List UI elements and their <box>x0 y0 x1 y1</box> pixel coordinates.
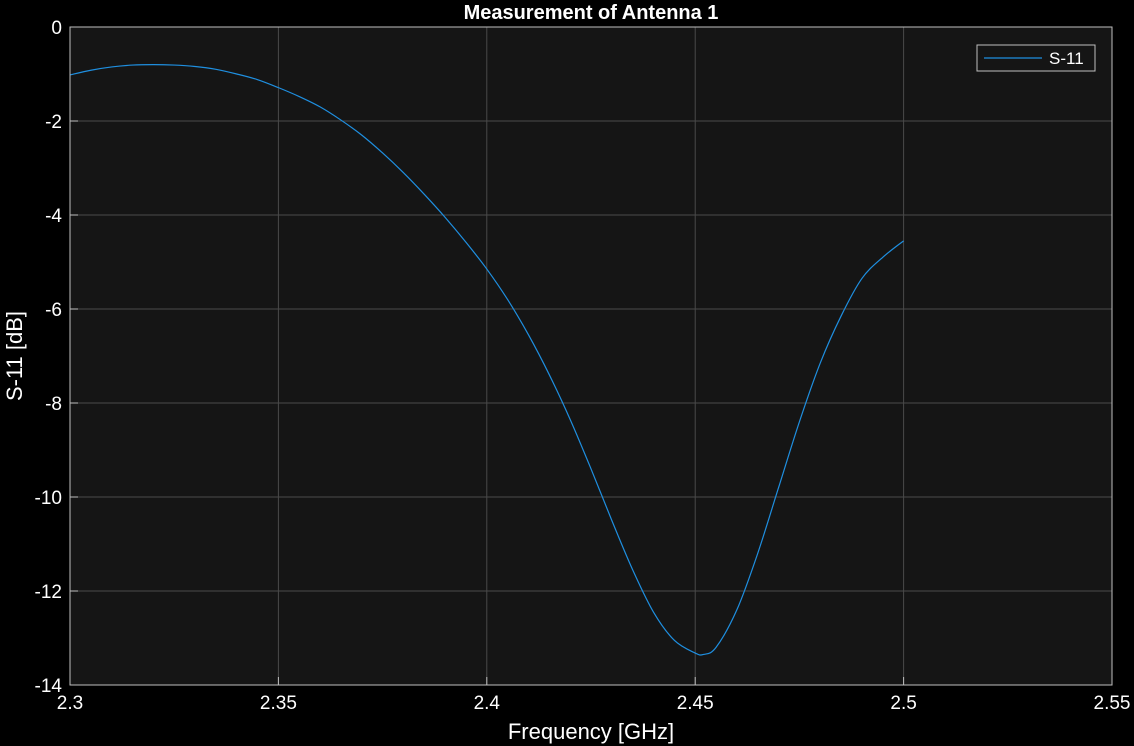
x-tick-label: 2.45 <box>677 693 714 714</box>
y-tick-label: -14 <box>35 676 63 697</box>
x-tick-label: 2.55 <box>1094 693 1131 714</box>
x-axis-label: Frequency [GHz] <box>508 719 674 744</box>
x-tick-label: 2.35 <box>260 693 297 714</box>
y-tick-label: -8 <box>45 394 62 415</box>
x-tick-label: 2.5 <box>890 693 916 714</box>
y-tick-label: -10 <box>35 488 62 509</box>
chart-title: Measurement of Antenna 1 <box>464 2 719 24</box>
tick-labels: 2.3 2.35 2.4 2.45 2.5 2.55 0 -2 -4 -6 -8 -10 -12 -14 <box>35 18 1131 714</box>
x-tick-label: 2.3 <box>57 693 83 714</box>
y-tick-label: -12 <box>35 582 62 603</box>
series-line-s11 <box>69 63 904 656</box>
y-tick-label: -4 <box>45 206 62 227</box>
y-axis-label: S-11 [dB] <box>2 311 27 401</box>
axes-frame <box>69 26 1113 686</box>
legend: S-11 <box>976 44 1096 72</box>
x-tick-label: 2.4 <box>474 693 501 714</box>
plot-area <box>70 27 1112 685</box>
legend-label-s11: S-11 <box>1049 49 1084 68</box>
y-tick-label: 0 <box>51 18 62 39</box>
y-tick-label: -2 <box>45 112 62 133</box>
series-layer <box>69 63 904 656</box>
axes-border <box>69 26 1113 686</box>
y-tick-label: -6 <box>45 300 62 321</box>
